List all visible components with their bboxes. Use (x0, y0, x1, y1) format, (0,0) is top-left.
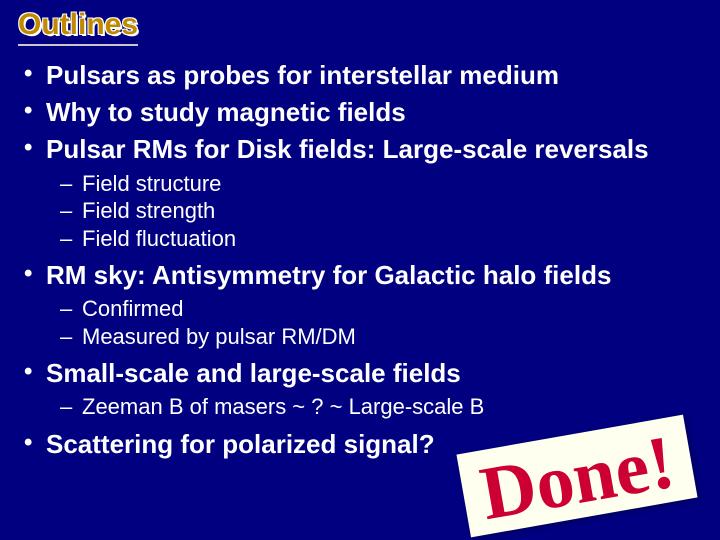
sub-bullet-item: Confirmed (46, 295, 702, 323)
sub-bullet-item: Field fluctuation (46, 225, 702, 253)
bullet-text: Small-scale and large-scale fields (46, 358, 461, 388)
bullet-item: RM sky: Antisymmetry for Galactic halo f… (18, 260, 702, 350)
sub-bullet-item: Measured by pulsar RM/DM (46, 323, 702, 351)
bullet-text: RM sky: Antisymmetry for Galactic halo f… (46, 260, 611, 290)
bullet-item: Small-scale and large-scale fields Zeema… (18, 358, 702, 421)
slide-title: Outlines (18, 8, 138, 46)
bullet-item: Why to study magnetic fields (18, 97, 702, 128)
bullet-item: Pulsar RMs for Disk fields: Large-scale … (18, 134, 702, 252)
sub-bullet-list: Field structure Field strength Field flu… (46, 170, 702, 253)
sub-bullet-item: Zeeman B of masers ~ ? ~ Large-scale B (46, 393, 702, 421)
sub-bullet-list: Zeeman B of masers ~ ? ~ Large-scale B (46, 393, 702, 421)
slide-container: Outlines Pulsars as probes for interstel… (0, 0, 720, 540)
sub-bullet-list: Confirmed Measured by pulsar RM/DM (46, 295, 702, 350)
bullet-text: Pulsar RMs for Disk fields: Large-scale … (46, 134, 649, 164)
bullet-text: Scattering for polarized signal? (46, 429, 435, 459)
bullet-item: Pulsars as probes for interstellar mediu… (18, 60, 702, 91)
sub-bullet-item: Field structure (46, 170, 702, 198)
sub-bullet-item: Field strength (46, 197, 702, 225)
bullet-text: Why to study magnetic fields (46, 97, 406, 127)
bullet-list: Pulsars as probes for interstellar mediu… (18, 60, 702, 460)
bullet-text: Pulsars as probes for interstellar mediu… (46, 60, 559, 90)
